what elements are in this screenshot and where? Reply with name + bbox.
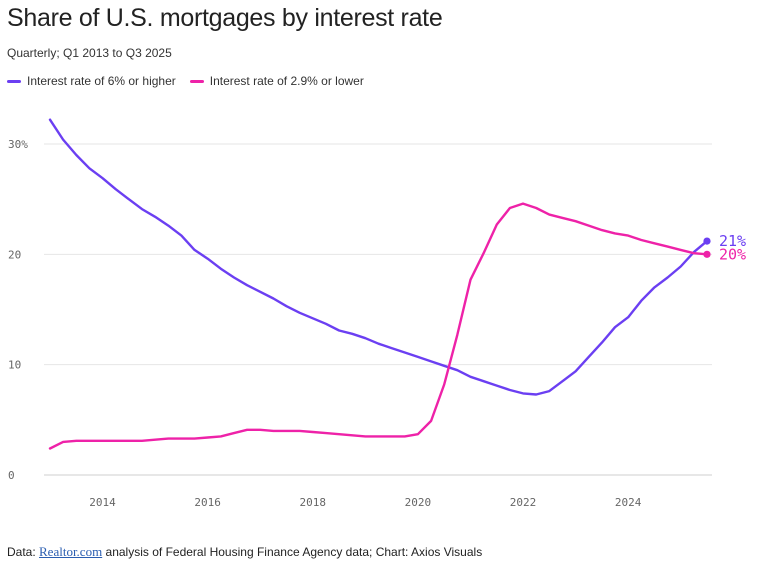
end-label-1: 20% xyxy=(719,245,746,263)
source-link[interactable]: Realtor.com xyxy=(39,544,103,559)
legend-label-low-rate: Interest rate of 2.9% or lower xyxy=(209,74,364,88)
source-suffix: analysis of Federal Housing Finance Agen… xyxy=(102,545,483,559)
x-tick-label-2024: 2024 xyxy=(615,496,642,509)
legend-swatch-low-rate xyxy=(189,79,204,83)
series-line-1 xyxy=(48,202,709,450)
series-line-0 xyxy=(48,118,709,396)
chart-legend: Interest rate of 6% or higher Interest r… xyxy=(7,74,364,88)
legend-label-high-rate: Interest rate of 6% or higher xyxy=(27,74,176,88)
x-tick-label-2022: 2022 xyxy=(510,496,537,509)
end-marker-0 xyxy=(703,237,711,245)
chart-subtitle: Quarterly; Q1 2013 to Q3 2025 xyxy=(7,46,172,60)
chart-title: Share of U.S. mortgages by interest rate xyxy=(7,4,443,32)
legend-item-low-rate: Interest rate of 2.9% or lower xyxy=(189,74,364,88)
y-tick-label-20: 20 xyxy=(8,248,21,261)
y-tick-label-10: 10 xyxy=(8,359,21,372)
x-tick-label-2018: 2018 xyxy=(300,496,327,509)
x-tick-label-2020: 2020 xyxy=(405,496,432,509)
x-tick-label-2014: 2014 xyxy=(89,496,116,509)
end-marker-1 xyxy=(703,250,711,258)
source-prefix: Data: xyxy=(7,545,40,559)
y-tick-label-0: 0 xyxy=(8,469,15,482)
x-tick-label-2016: 2016 xyxy=(194,496,221,509)
y-tick-label-30: 30% xyxy=(8,138,28,151)
legend-swatch-high-rate xyxy=(7,79,21,83)
legend-item-high-rate: Interest rate of 6% or higher xyxy=(7,74,176,88)
source-note: Data: Realtor.com analysis of Federal Ho… xyxy=(7,544,482,560)
end-label-0: 21% xyxy=(719,232,746,250)
